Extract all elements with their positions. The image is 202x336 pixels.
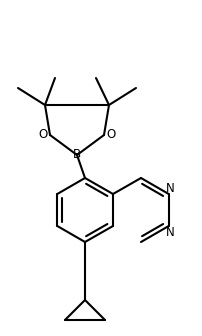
Text: O: O xyxy=(106,128,115,141)
Text: N: N xyxy=(166,181,175,195)
Text: B: B xyxy=(73,149,81,162)
Text: O: O xyxy=(39,128,48,141)
Text: N: N xyxy=(166,225,175,239)
